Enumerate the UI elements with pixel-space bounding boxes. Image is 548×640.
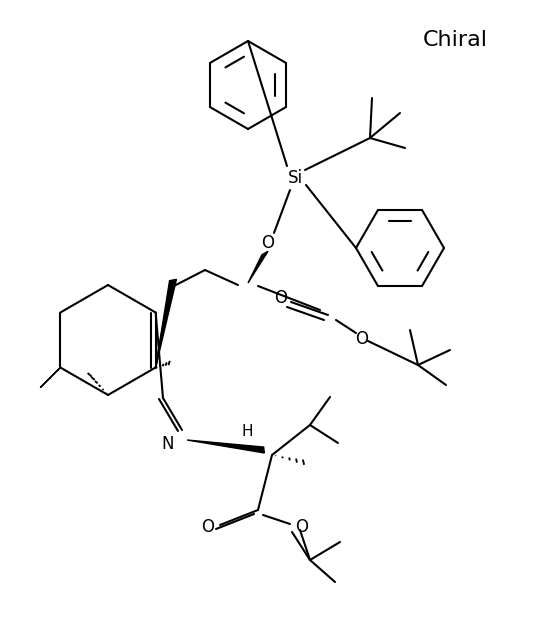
Polygon shape — [156, 279, 176, 367]
Text: O: O — [295, 518, 309, 536]
Text: H: H — [241, 424, 253, 440]
Polygon shape — [40, 367, 60, 388]
Text: O: O — [261, 234, 275, 252]
Text: Si: Si — [288, 169, 302, 187]
Text: N: N — [162, 435, 174, 453]
Text: O: O — [356, 330, 368, 348]
Polygon shape — [187, 440, 264, 453]
Text: O: O — [275, 289, 288, 307]
Polygon shape — [248, 252, 268, 283]
Text: Chiral: Chiral — [423, 30, 488, 50]
Text: O: O — [202, 518, 214, 536]
